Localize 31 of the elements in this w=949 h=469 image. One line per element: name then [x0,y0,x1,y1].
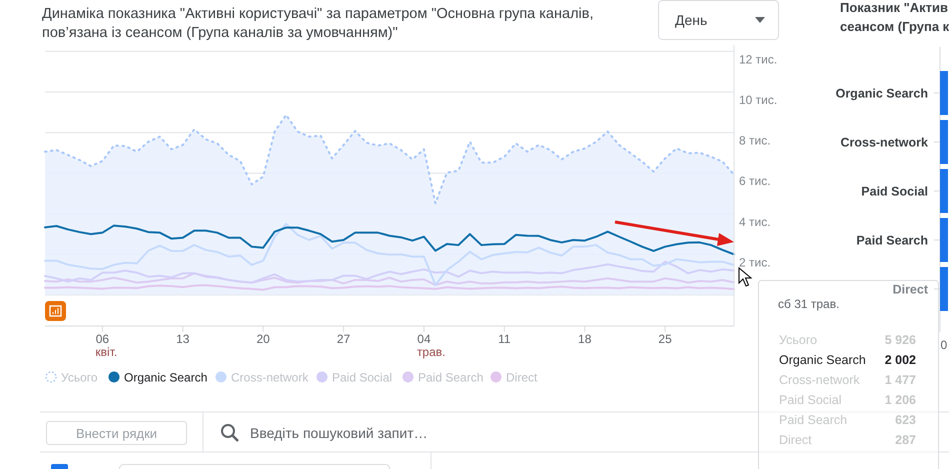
period-dropdown: День [658,0,779,40]
y-tick-label: Cross-network [840,136,928,150]
chart-title: Динаміка показника "Активні користувачі" за параметром "Основна група каналів, пов’язана із сеансом (Група каналів за умовчанням)" [42,6,594,41]
y-tick-label: Direct [892,282,929,296]
x-tick-label: 27 [336,332,351,346]
chart-title: Показник "Актив сеансом (Група к [840,0,949,34]
add-rows-button: Внести рядки [46,421,187,445]
x-tick-label: 06 квіт. [95,332,118,359]
x-tick-label: 18 [578,332,592,346]
x-tick-label: 04 трав. [416,332,446,359]
y-tick-label: Paid Search [856,234,928,248]
x-tick-label: 25 [658,332,672,346]
y-tick-label: 10 тис. [739,93,778,107]
y-tick-label: 2 тис. [739,255,771,270]
y-tick-label: Organic Search [836,86,928,100]
y-tick-label: 4 тис. [739,214,771,229]
legend-label: Paid Social [332,370,392,384]
y-tick-label: Paid Social [861,184,928,198]
x-tick-label: 13 [176,332,190,346]
y-tick-label: 12 тис. [739,52,778,66]
legend-label: Усього [61,370,98,384]
x-tick-label: 20 [256,332,270,346]
x-tick-label: 11 [498,332,511,346]
text: 0 [940,338,948,352]
y-tick-label: 6 тис. [739,174,771,188]
legend-label: Cross-network [231,370,310,384]
text: Введіть пошуковий запит… [250,425,428,441]
legend-label: Organic Search [124,370,208,384]
legend-label: Paid Search [418,370,484,384]
legend-label: Direct [506,370,538,384]
y-tick-label: 8 тис. [739,134,771,148]
